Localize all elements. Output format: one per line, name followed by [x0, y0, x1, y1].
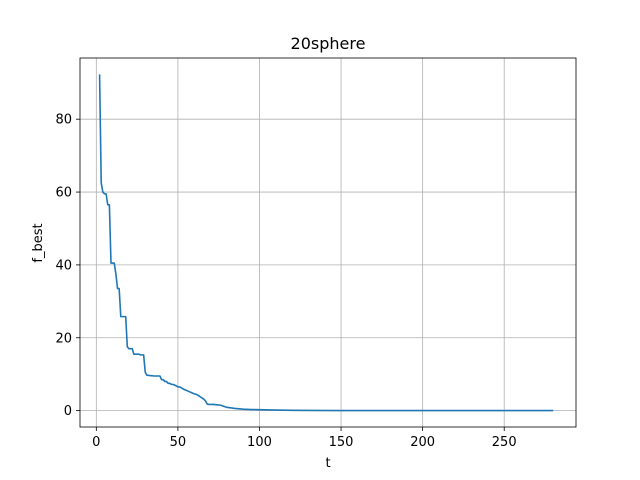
y-tick-label: 80: [55, 113, 72, 128]
x-tick-label: 0: [92, 435, 100, 450]
series-layer: [98, 74, 554, 412]
y-tick-label: 40: [55, 258, 72, 273]
y-axis: 0 20 40 60 80: [55, 113, 80, 419]
x-axis-label: t: [325, 456, 330, 471]
plot-frame: [79, 57, 577, 428]
x-tick-label: 250: [492, 435, 517, 450]
y-tick-label: 20: [55, 331, 72, 346]
series-line: [98, 74, 554, 412]
y-axis-label: f_best: [31, 223, 46, 262]
grid-lines: [80, 58, 576, 427]
x-tick-label: 150: [329, 435, 354, 450]
chart-title: 20sphere: [291, 34, 366, 53]
x-tick-label: 200: [410, 435, 435, 450]
y-tick-label: 0: [64, 404, 72, 419]
x-tick-label: 50: [170, 435, 187, 450]
x-axis: 0 50 100 150 200 250: [92, 427, 517, 450]
x-tick-label: 100: [247, 435, 272, 450]
y-tick-label: 60: [55, 186, 72, 201]
